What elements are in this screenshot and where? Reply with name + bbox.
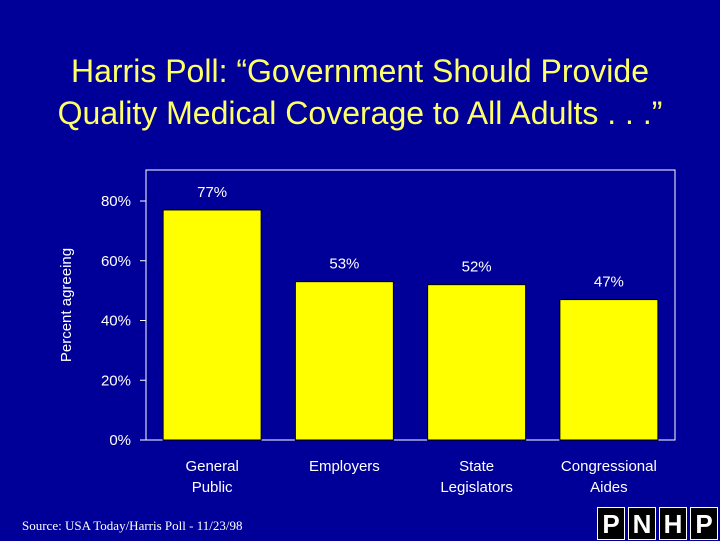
data-label: 53%	[329, 256, 359, 273]
bar	[559, 299, 659, 441]
category-label: Employers	[309, 458, 380, 475]
y-tick-label: 40%	[101, 313, 131, 330]
logo-letter: P	[597, 507, 625, 540]
pnhp-logo: P N H P	[597, 507, 718, 540]
plot-area	[145, 169, 676, 441]
y-tick-label: 0%	[109, 432, 131, 449]
category-label: Congressional Aides	[561, 458, 657, 496]
bar	[427, 284, 527, 441]
logo-letter: H	[659, 507, 687, 540]
source-note: Source: USA Today/Harris Poll - 11/23/98	[22, 518, 243, 533]
y-tick-label: 60%	[101, 253, 131, 270]
category-label: State Legislators	[440, 458, 513, 496]
y-axis-label: Percent agreeing	[58, 248, 75, 362]
y-tick-label: 80%	[101, 193, 131, 210]
bar	[162, 209, 262, 441]
title-line-2: Quality Medical Coverage to All Adults .…	[57, 95, 663, 131]
y-tick-label: 20%	[101, 372, 131, 389]
data-label: 47%	[594, 274, 624, 291]
bar	[294, 281, 394, 441]
title-line-1: Harris Poll: “Government Should Provide	[70, 53, 649, 89]
logo-letter: N	[628, 507, 656, 540]
data-label: 77%	[197, 184, 227, 201]
category-label: General Public	[185, 458, 238, 496]
chart-title: Harris Poll: “Government Should Provide …	[0, 50, 720, 134]
logo-letter: P	[690, 507, 718, 540]
data-label: 52%	[462, 259, 492, 276]
